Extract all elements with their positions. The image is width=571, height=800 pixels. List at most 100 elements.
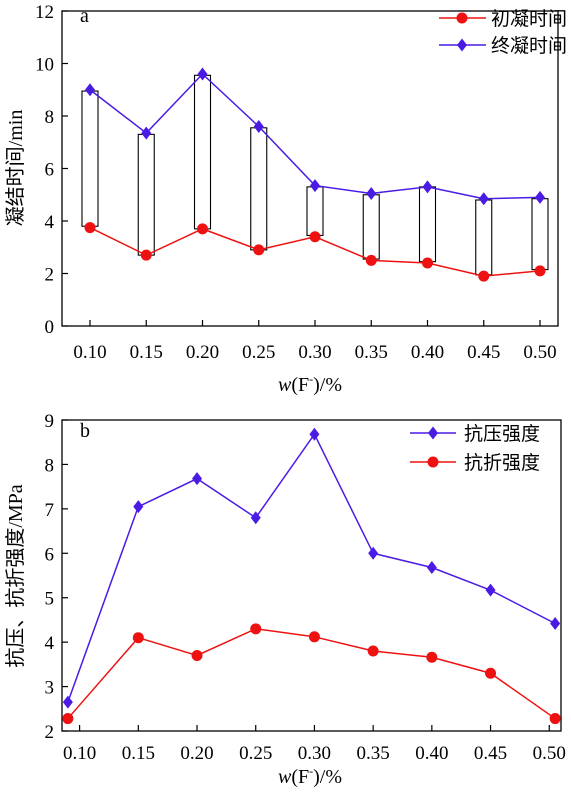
data-point-a-1 xyxy=(141,126,152,140)
data-point-a-0 xyxy=(197,223,208,235)
x-axis-title-b-italic: w xyxy=(278,766,292,788)
x-tick-label-b: 0.15 xyxy=(122,743,155,764)
y-tick-label-b: 2 xyxy=(45,722,55,743)
x-tick-label-a: 0.10 xyxy=(73,342,106,363)
x-tick-label-b: 0.45 xyxy=(474,743,507,764)
x-tick-label-b: 0.10 xyxy=(63,743,96,764)
x-tick-label-a: 0.35 xyxy=(355,342,388,363)
chart-panel-b: 2 3 4 5 6 7 8 9 0.10 0.15 0.20 0.25 0.30 0.35 0.40 0.45… xyxy=(4,411,566,788)
x-axis-title-b-open: (F xyxy=(291,766,309,788)
data-point-a-1 xyxy=(422,180,433,194)
y-tick-label-a: 8 xyxy=(45,107,55,128)
y-axis-title-a: 凝结时间/min xyxy=(4,110,27,227)
range-box xyxy=(81,90,99,227)
data-point-a-0 xyxy=(534,265,546,277)
x-tick-label-b: 0.20 xyxy=(180,743,213,764)
y-tick-label-a: 12 xyxy=(35,2,54,23)
data-point-a-0 xyxy=(140,249,152,261)
legend-label-final-set: 终凝时间 xyxy=(491,35,567,57)
data-point-b-1 xyxy=(191,649,203,661)
y-tick-label-a: 0 xyxy=(45,317,55,338)
x-tick-label-b: 0.30 xyxy=(298,743,331,764)
data-point-b-0 xyxy=(550,616,561,630)
legend-label-flexural: 抗折强度 xyxy=(464,452,540,474)
legend-item-flexural: 抗折强度 xyxy=(410,452,540,474)
range-box xyxy=(250,127,268,251)
setting-range-boxes xyxy=(81,74,549,276)
data-point-a-0 xyxy=(478,270,490,282)
legend-a: 初凝时间 终凝时间 xyxy=(439,8,567,57)
x-axis-title-a-sup: - xyxy=(309,372,313,386)
data-point-b-0 xyxy=(485,583,496,597)
panel-letter-b: b xyxy=(80,420,90,442)
x-tick-label-a: 0.50 xyxy=(523,342,556,363)
range-box xyxy=(137,133,155,256)
data-point-a-1 xyxy=(197,67,208,81)
x-axis-title-a: w(F-)/% xyxy=(278,372,342,396)
y-tick-label-b: 5 xyxy=(45,589,55,610)
x-tick-label-a: 0.40 xyxy=(411,342,444,363)
y-tick-label-b: 6 xyxy=(45,544,55,565)
data-point-b-0 xyxy=(250,511,261,525)
data-point-b-0 xyxy=(192,472,203,486)
y-tick-label-a: 4 xyxy=(45,212,55,233)
series-line-b-0 xyxy=(67,432,556,703)
x-axis-title-a-close: )/% xyxy=(313,374,342,396)
y-tick-label-b: 7 xyxy=(45,500,55,521)
x-axis-title-a-italic: w xyxy=(278,374,292,396)
data-point-b-1 xyxy=(485,667,497,679)
chart-panel-a: 0 2 4 6 8 10 12 0.10 0.15 0.20 0.25 0.30 0.35 0.40 0.4… xyxy=(4,2,567,396)
data-point-a-0 xyxy=(253,244,265,256)
y-tick-label-b: 3 xyxy=(45,678,55,699)
range-box xyxy=(193,74,212,230)
y-tick-label-b: 8 xyxy=(45,455,55,476)
y-axis-title-b: 抗压、抗折强度/MPa xyxy=(4,484,27,667)
x-tick-label-b: 0.40 xyxy=(415,743,448,764)
legend-item-initial-set: 初凝时间 xyxy=(439,8,567,30)
legend-item-compressive: 抗压强度 xyxy=(410,423,540,445)
x-axis-title-b-sup: - xyxy=(309,764,313,778)
series-group-a xyxy=(84,67,546,282)
data-point-a-1 xyxy=(310,179,320,193)
y-tick-label-b: 4 xyxy=(45,633,55,654)
x-tick-label-a: 0.30 xyxy=(298,342,331,363)
data-point-a-1 xyxy=(253,120,264,133)
legend-label-compressive: 抗压强度 xyxy=(464,423,540,445)
data-point-b-1 xyxy=(426,651,438,663)
panel-letter-a: a xyxy=(80,5,89,27)
data-point-b-1 xyxy=(308,631,320,643)
x-tick-label-b: 0.50 xyxy=(533,743,566,764)
legend-item-final-set: 终凝时间 xyxy=(439,35,567,57)
legend-label-initial-set: 初凝时间 xyxy=(491,8,567,30)
data-point-b-0 xyxy=(426,561,437,575)
data-point-b-0 xyxy=(62,695,73,709)
x-tick-label-a: 0.45 xyxy=(467,342,500,363)
data-point-a-1 xyxy=(85,83,95,97)
x-tick-label-b: 0.25 xyxy=(239,743,272,764)
range-box xyxy=(306,186,324,236)
x-axis-title-a-open: (F xyxy=(291,374,309,396)
legend-b: 抗压强度 抗折强度 xyxy=(410,423,540,474)
range-box xyxy=(475,199,493,276)
range-box xyxy=(418,186,437,263)
data-point-a-0 xyxy=(84,222,96,234)
data-point-b-1 xyxy=(62,713,74,725)
x-tick-label-a: 0.20 xyxy=(186,342,219,363)
range-box xyxy=(531,198,549,271)
range-box xyxy=(362,194,380,260)
data-point-a-0 xyxy=(365,254,377,266)
x-axis-title-b-close: )/% xyxy=(313,766,342,788)
data-point-b-0 xyxy=(309,427,320,441)
data-point-b-1 xyxy=(367,645,379,657)
y-tick-label-a: 2 xyxy=(45,265,55,286)
x-tick-label-a: 0.25 xyxy=(242,342,275,363)
data-point-b-1 xyxy=(250,623,262,635)
data-point-a-0 xyxy=(309,231,321,243)
axis-ticks-b: 2 3 4 5 6 7 8 9 0.10 0.15 0.20 0.25 0.30 0.35 0.40 0.45… xyxy=(45,411,566,764)
axis-ticks-a: 0 2 4 6 8 10 12 0.10 0.15 0.20 0.25 0.30 0.35 0.40 0.4… xyxy=(35,2,557,363)
data-point-b-1 xyxy=(132,632,144,644)
data-point-a-1 xyxy=(535,190,545,204)
x-tick-label-a: 0.15 xyxy=(130,342,163,363)
plot-frame-b xyxy=(61,419,562,732)
